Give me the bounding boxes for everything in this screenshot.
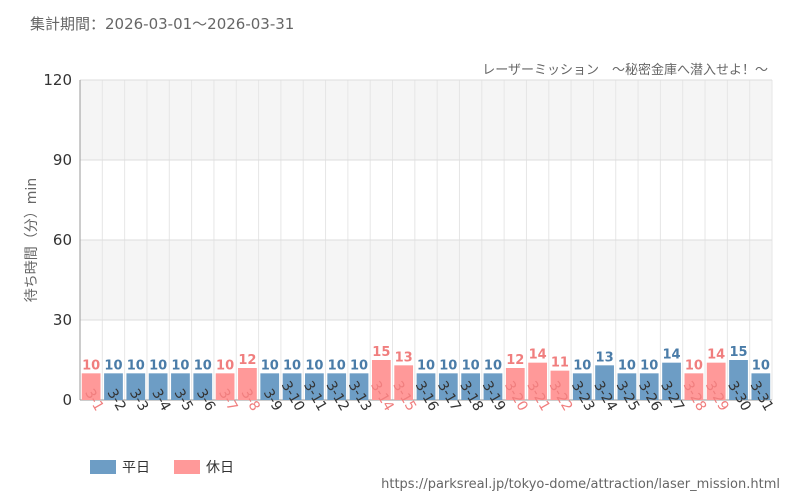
bar-3-19 [483,373,503,400]
bar-3-31 [751,373,771,400]
bar-3-27 [662,362,681,400]
value-label: 10 [640,358,658,373]
value-label: 10 [350,358,368,373]
y-tick-label: 30 [53,311,72,329]
bar-3-15 [394,365,414,400]
bar-3-14 [371,360,391,400]
legend-label-weekday: 平日 [122,460,150,476]
value-label: 14 [707,348,725,363]
bar-3-13 [349,373,369,400]
grid-band [80,80,772,160]
value-label: 10 [417,358,435,373]
value-label: 10 [328,358,346,373]
value-label: 10 [439,358,457,373]
value-label: 12 [506,353,524,368]
legend-swatch-weekday [90,460,116,474]
chart-subtitle: レーザーミッション ～秘密金庫へ潜入せよ！～ [482,62,768,78]
bar-3-1 [81,373,101,400]
bar-3-12 [327,373,347,400]
value-label: 10 [283,358,301,373]
y-tick-label: 120 [43,71,72,89]
value-label: 10 [484,358,502,373]
value-label: 13 [395,350,413,365]
value-label: 10 [261,358,279,373]
bar-3-30 [729,360,748,400]
bar-3-23 [572,373,592,400]
bar-3-24 [595,365,614,400]
bar-3-9 [260,373,280,400]
value-label: 15 [372,345,390,360]
value-label: 10 [573,358,591,373]
y-tick-label: 90 [53,151,72,169]
grid-band [80,240,772,320]
y-tick-label: 60 [53,231,72,249]
period-label: 集計期間：2026-03-01～2026-03-31 [30,15,294,33]
value-label: 10 [171,358,189,373]
bar-3-17 [438,373,458,400]
y-axis-label: 待ち時間（分）min [24,178,40,302]
bar-3-4 [148,373,168,400]
bar-3-28 [684,373,704,400]
value-label: 13 [596,350,614,365]
plot-area: 0306090120103-1103-2103-3103-4103-5103-6… [43,71,776,414]
value-label: 10 [216,358,234,373]
value-label: 14 [663,348,681,363]
bar-3-2 [104,373,123,400]
value-label: 10 [82,358,100,373]
value-label: 11 [551,356,569,371]
value-label: 14 [529,348,547,363]
legend-swatch-holiday [174,460,200,474]
value-label: 10 [752,358,770,373]
bar-3-3 [126,373,146,400]
bar-3-7 [215,373,235,400]
bar-3-18 [461,373,481,400]
bar-3-5 [171,373,190,400]
value-label: 10 [149,358,167,373]
bar-3-29 [706,362,726,400]
bar-3-8 [238,368,257,400]
bar-3-6 [193,373,213,400]
bar-3-20 [505,368,525,400]
bar-3-26 [639,373,659,400]
y-tick-label: 0 [62,391,72,409]
value-label: 12 [238,353,256,368]
bar-3-25 [617,373,637,400]
bar-3-11 [305,373,324,400]
legend-label-holiday: 休日 [206,460,234,476]
bar-3-22 [550,370,570,400]
legend: 平日 休日 [90,460,234,476]
value-label: 10 [685,358,703,373]
value-label: 10 [462,358,480,373]
source-url: https://parksreal.jp/tokyo-dome/attracti… [381,477,780,492]
value-label: 10 [104,358,122,373]
bar-3-16 [416,373,436,400]
value-label: 10 [618,358,636,373]
value-label: 10 [127,358,145,373]
value-label: 10 [305,358,323,373]
value-label: 10 [194,358,212,373]
value-label: 15 [729,345,747,360]
bar-3-21 [528,362,547,400]
bar-3-10 [282,373,302,400]
